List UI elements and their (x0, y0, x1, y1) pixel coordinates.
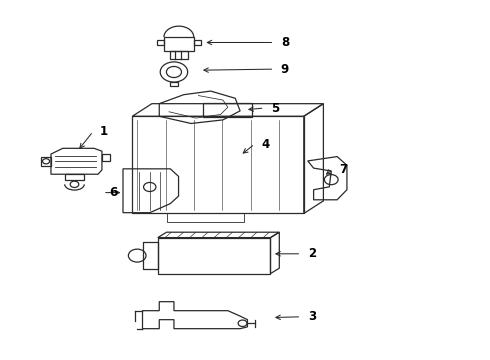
Text: 1: 1 (99, 125, 108, 138)
Text: 5: 5 (271, 102, 279, 114)
Text: 8: 8 (281, 36, 289, 49)
Text: 2: 2 (308, 247, 316, 260)
Text: 3: 3 (308, 310, 316, 323)
Text: 6: 6 (109, 186, 118, 199)
Text: 9: 9 (281, 63, 289, 76)
Text: 7: 7 (340, 163, 348, 176)
Text: 4: 4 (261, 138, 270, 150)
